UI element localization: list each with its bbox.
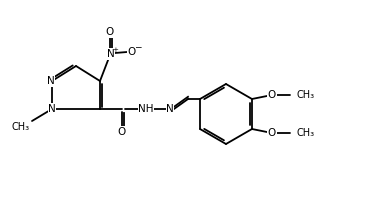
Text: N: N [166, 104, 174, 114]
Text: N: N [48, 104, 56, 114]
Text: N: N [107, 49, 115, 59]
Text: CH₃: CH₃ [12, 122, 30, 132]
Text: NH: NH [138, 104, 154, 114]
Text: CH₃: CH₃ [297, 128, 315, 138]
Text: O: O [118, 127, 126, 137]
Text: O: O [128, 47, 136, 57]
Text: CH₃: CH₃ [297, 90, 315, 100]
Text: +: + [113, 47, 118, 53]
Text: O: O [268, 128, 276, 138]
Text: −: − [134, 42, 141, 51]
Text: O: O [268, 90, 276, 100]
Text: O: O [106, 27, 114, 37]
Text: N: N [47, 76, 55, 86]
